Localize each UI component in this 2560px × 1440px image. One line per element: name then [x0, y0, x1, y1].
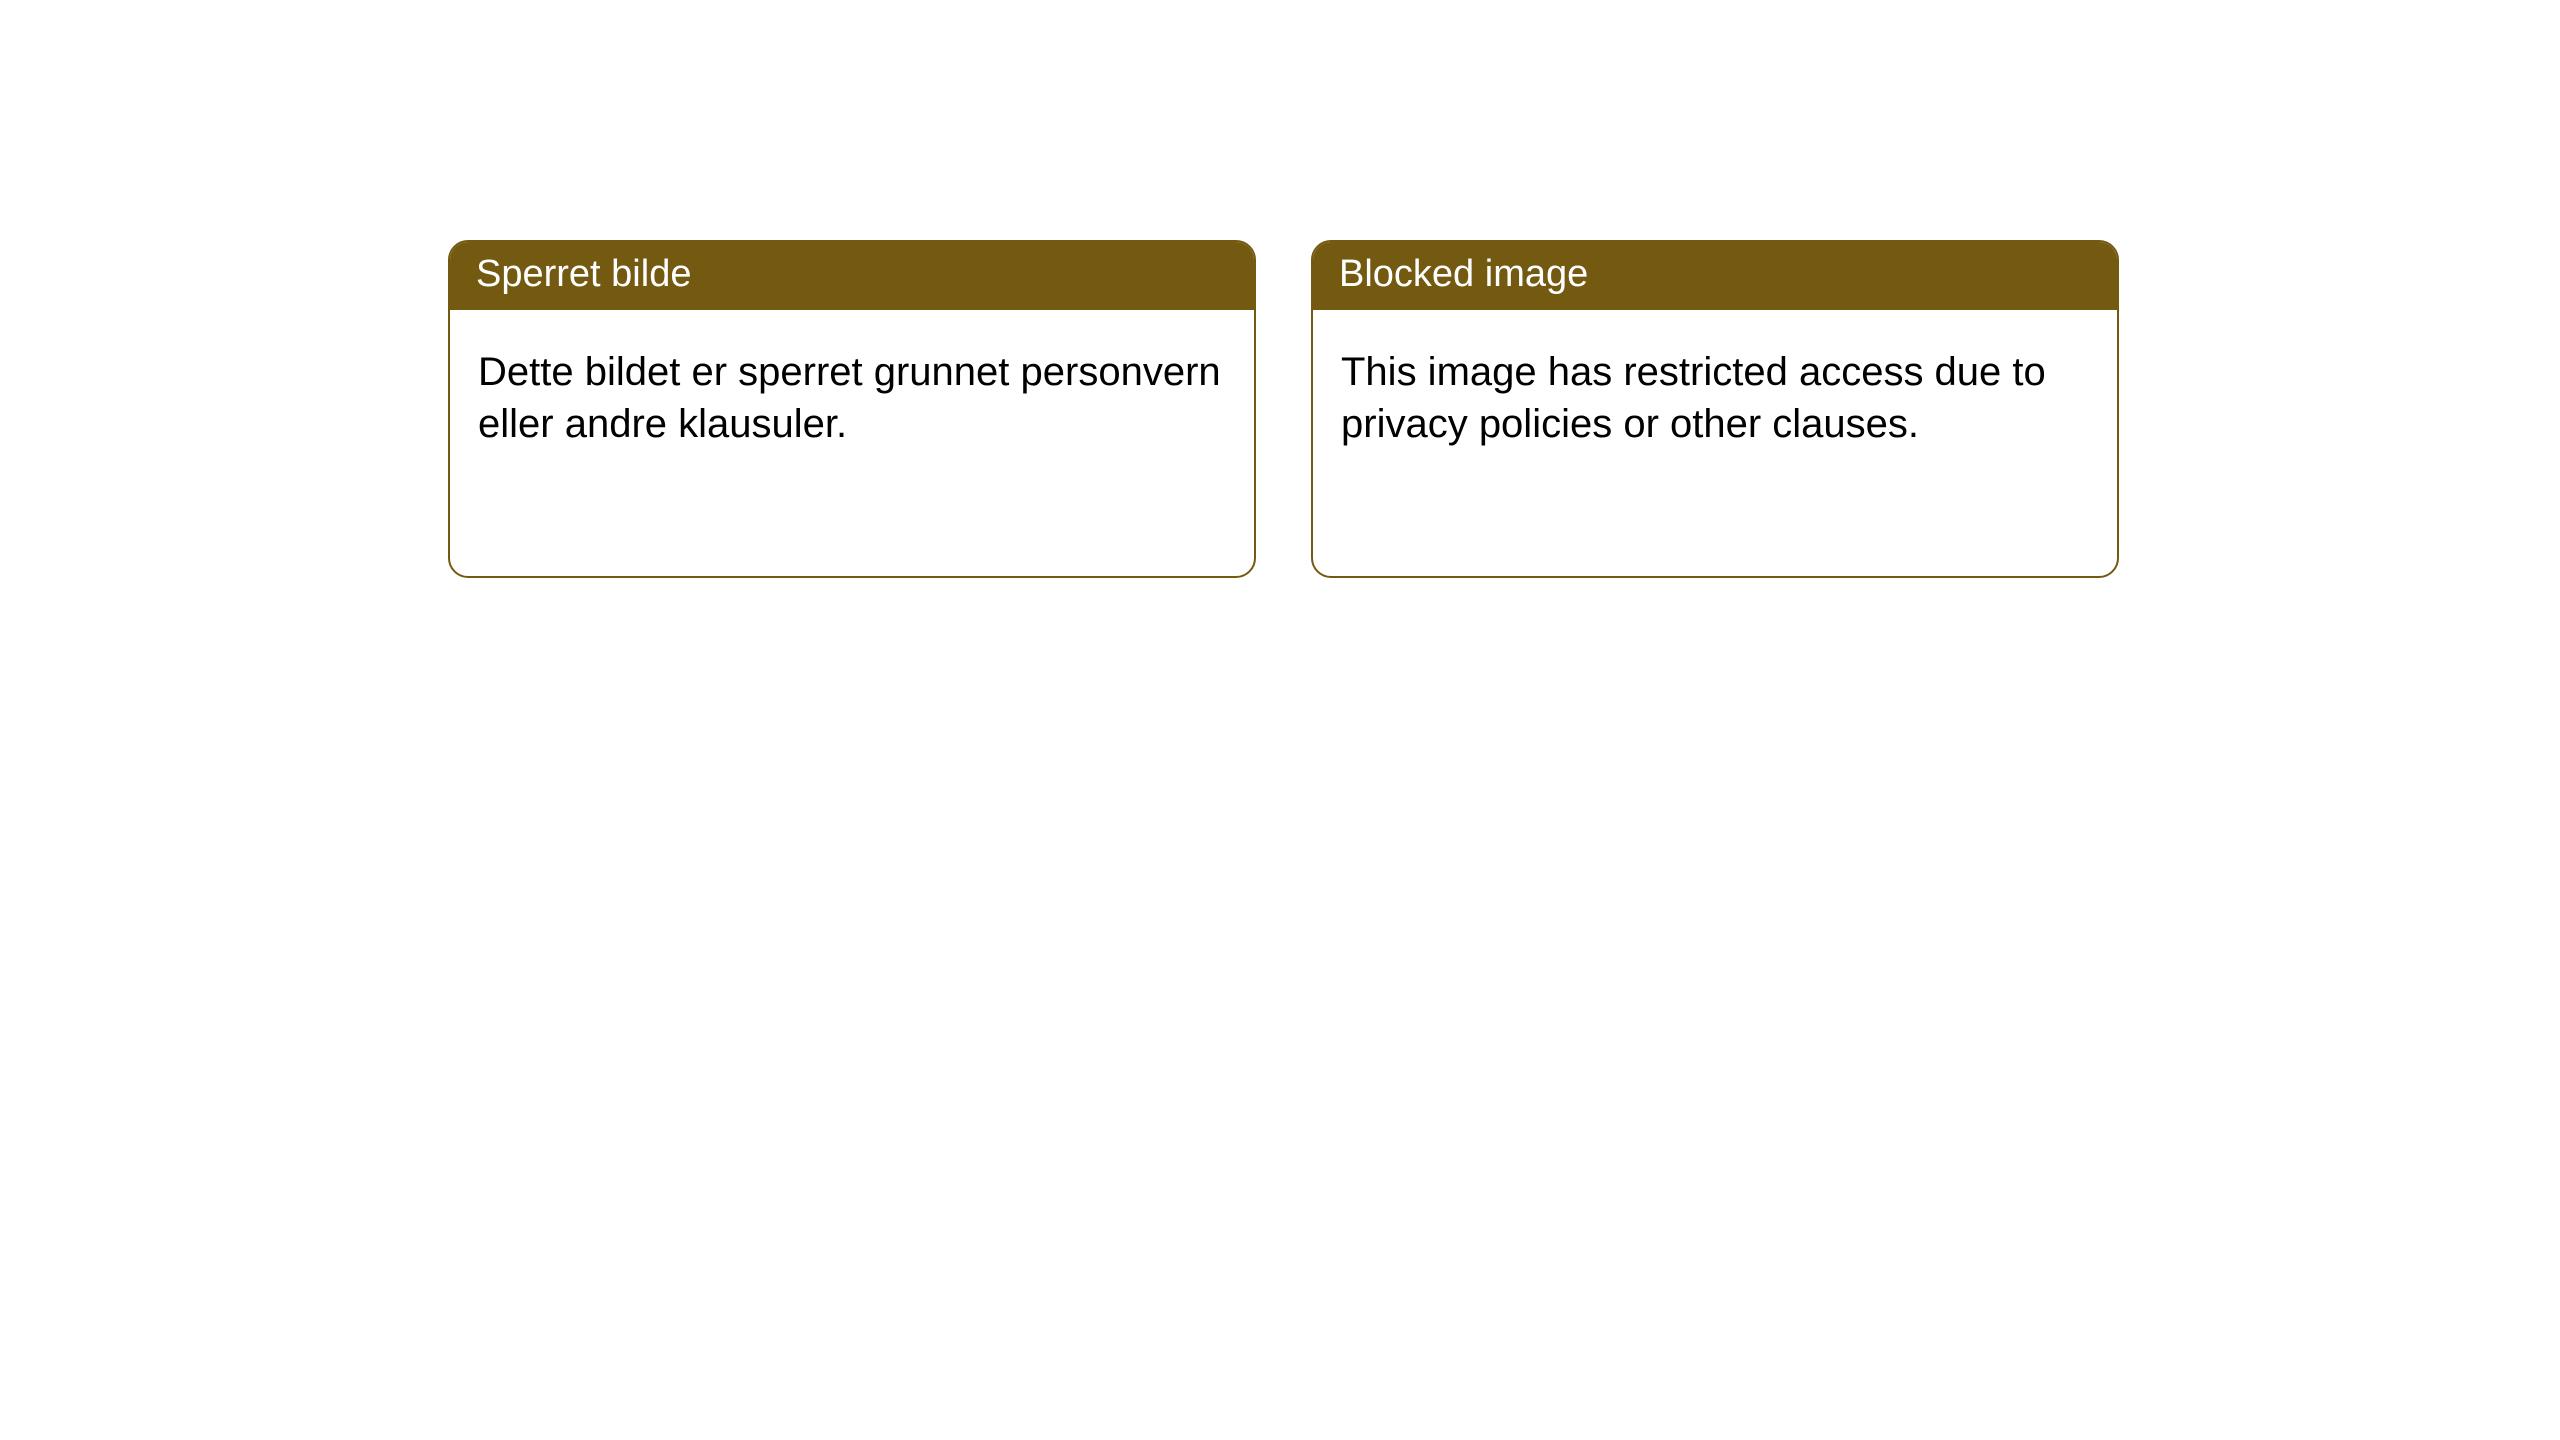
- cards-container: Sperret bilde Dette bildet er sperret gr…: [0, 0, 2560, 578]
- blocked-image-card-no: Sperret bilde Dette bildet er sperret gr…: [448, 240, 1256, 578]
- card-body-en: This image has restricted access due to …: [1313, 310, 2117, 478]
- card-body-no: Dette bildet er sperret grunnet personve…: [450, 310, 1254, 478]
- blocked-image-card-en: Blocked image This image has restricted …: [1311, 240, 2119, 578]
- card-header-no: Sperret bilde: [450, 242, 1254, 310]
- card-header-en: Blocked image: [1313, 242, 2117, 310]
